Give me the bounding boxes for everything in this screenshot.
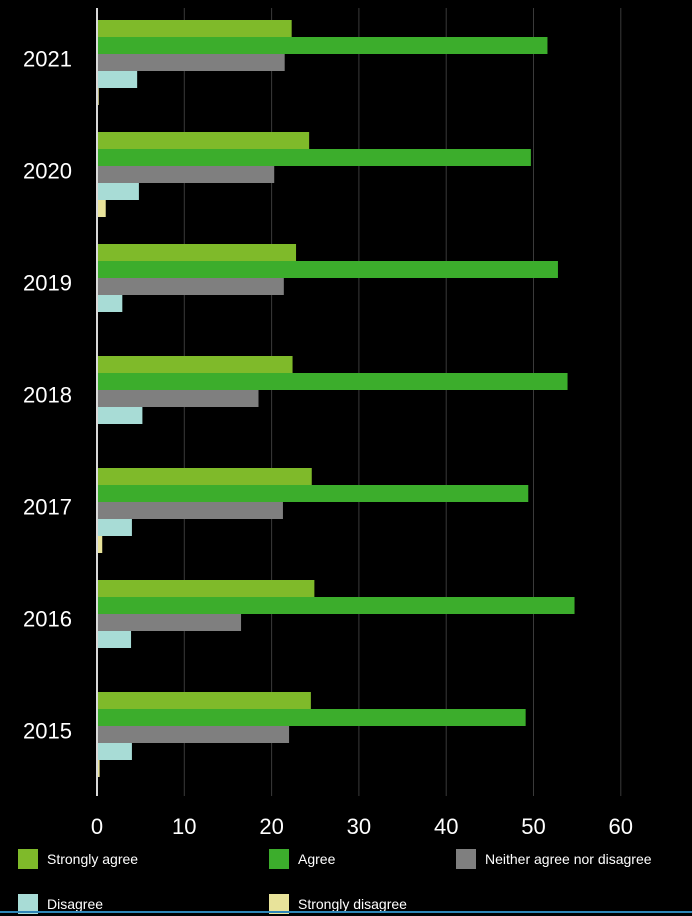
y-tick-label: 2016 xyxy=(23,606,72,631)
bar-disagree-2015 xyxy=(97,743,132,760)
x-tick-label: 0 xyxy=(91,814,103,839)
bar-neither-2015 xyxy=(97,726,290,743)
bar-neither-2017 xyxy=(97,502,283,519)
x-tick-label: 30 xyxy=(347,814,371,839)
bar-strongly-disagree-2015 xyxy=(97,760,100,777)
bar-agree-2021 xyxy=(97,37,548,54)
legend: Strongly agree Agree Neither agree nor d… xyxy=(0,842,692,916)
legend-swatch-agree xyxy=(269,849,289,869)
x-tick-label: 20 xyxy=(259,814,283,839)
bar-agree-2019 xyxy=(97,261,558,278)
legend-label-strongly-agree: Strongly agree xyxy=(47,851,139,867)
legend-swatch-disagree xyxy=(18,894,38,914)
legend-swatch-strongly-disagree xyxy=(269,894,289,914)
bar-disagree-2020 xyxy=(97,183,139,200)
bar-disagree-2017 xyxy=(97,519,132,536)
legend-item-neither: Neither agree nor disagree xyxy=(456,849,652,869)
legend-label-agree: Agree xyxy=(298,851,336,867)
label-layer: 0 10 20 30 40 50 60 2021 2020 2019 2018 2017 2016 201… xyxy=(23,46,633,839)
bar-strongly-agree-2021 xyxy=(97,20,292,37)
bar-neither-2020 xyxy=(97,166,275,183)
bar-disagree-2018 xyxy=(97,407,143,424)
x-tick-label: 10 xyxy=(172,814,196,839)
legend-item-strongly-disagree: Strongly disagree xyxy=(269,894,407,914)
bar-chart: 0 10 20 30 40 50 60 2021 2020 2019 2018 2017 2016 201… xyxy=(23,8,633,839)
bar-neither-2019 xyxy=(97,278,284,295)
bar-disagree-2019 xyxy=(97,295,123,312)
legend-item-strongly-agree: Strongly agree xyxy=(18,849,138,869)
bar-disagree-2021 xyxy=(97,71,138,88)
y-tick-label: 2020 xyxy=(23,158,72,183)
y-tick-label: 2018 xyxy=(23,382,72,407)
legend-swatch-neither xyxy=(456,849,476,869)
bar-disagree-2016 xyxy=(97,631,132,648)
bottom-rule xyxy=(0,911,692,913)
bar-strongly-agree-2019 xyxy=(97,244,297,261)
bar-strongly-disagree-2020 xyxy=(97,200,106,217)
bar-neither-2018 xyxy=(97,390,259,407)
x-tick-label: 50 xyxy=(521,814,545,839)
bar-strongly-disagree-2017 xyxy=(97,536,103,553)
y-tick-label: 2015 xyxy=(23,718,72,743)
bar-strongly-agree-2016 xyxy=(97,580,315,597)
bar-strongly-agree-2018 xyxy=(97,356,293,373)
bar-layer xyxy=(97,20,575,777)
bar-agree-2016 xyxy=(97,597,575,614)
bar-strongly-agree-2020 xyxy=(97,132,310,149)
bar-strongly-agree-2017 xyxy=(97,468,312,485)
x-tick-label: 60 xyxy=(609,814,633,839)
y-tick-label: 2019 xyxy=(23,270,72,295)
legend-label-disagree: Disagree xyxy=(47,896,104,912)
legend-item-disagree: Disagree xyxy=(18,894,103,914)
x-tick-label: 40 xyxy=(434,814,458,839)
legend-item-agree: Agree xyxy=(269,849,335,869)
bar-agree-2018 xyxy=(97,373,568,390)
y-tick-label: 2021 xyxy=(23,46,72,71)
y-tick-label: 2017 xyxy=(23,494,72,519)
legend-label-neither: Neither agree nor disagree xyxy=(485,851,652,867)
bar-agree-2017 xyxy=(97,485,529,502)
bar-strongly-agree-2015 xyxy=(97,692,311,709)
legend-label-strongly-disagree: Strongly disagree xyxy=(298,896,407,912)
bar-neither-2016 xyxy=(97,614,242,631)
bar-agree-2020 xyxy=(97,149,531,166)
bar-neither-2021 xyxy=(97,54,285,71)
bar-agree-2015 xyxy=(97,709,526,726)
legend-swatch-strongly-agree xyxy=(18,849,38,869)
